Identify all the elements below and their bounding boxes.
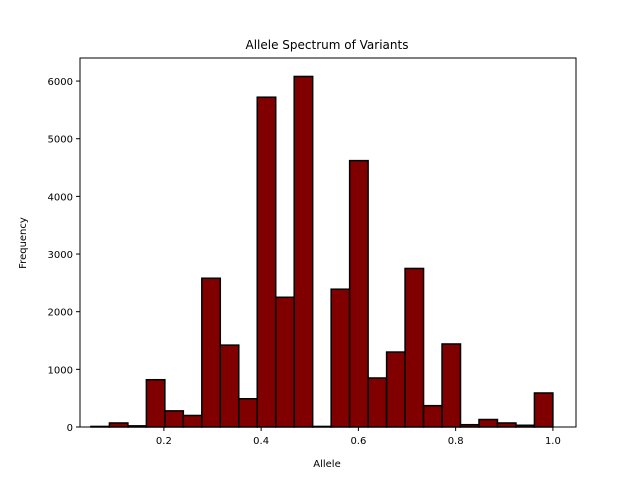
- axes-frame: [79, 57, 577, 428]
- y-tick-label: 3000: [48, 250, 73, 261]
- histogram-bar: [348, 159, 369, 428]
- histogram-bar: [496, 422, 517, 428]
- y-tick-label: 1000: [48, 365, 73, 376]
- histogram-bar: [145, 378, 166, 428]
- histogram-bar: [182, 414, 203, 428]
- histogram-bar: [478, 418, 499, 428]
- x-tick-label: 0.8: [448, 436, 464, 447]
- histogram-bar: [441, 343, 462, 428]
- y-tick-label: 5000: [48, 135, 73, 146]
- y-tick-label: 6000: [48, 77, 73, 88]
- histogram-bar: [422, 404, 443, 428]
- histogram-bar: [367, 377, 388, 428]
- histogram-bar: [533, 392, 554, 428]
- histogram-bar: [108, 422, 129, 428]
- chart-title: Allele Spectrum of Variants: [246, 38, 409, 52]
- histogram-bar: [256, 96, 277, 428]
- x-tick-label: 1.0: [545, 436, 561, 447]
- y-tick-label: 4000: [48, 192, 73, 203]
- x-axis-ticks: 0.2 0.4 0.6 0.8 1.0: [156, 427, 561, 447]
- x-tick-label: 0.6: [350, 436, 366, 447]
- x-tick-label: 0.4: [253, 436, 269, 447]
- x-axis-label: Allele: [313, 459, 340, 470]
- histogram-bar: [385, 351, 406, 428]
- histogram-bar: [201, 277, 222, 428]
- histogram-bar: [164, 410, 185, 428]
- y-axis-ticks: 0 1000 2000 3000 4000 5000 6000: [48, 77, 80, 434]
- histogram-bar: [293, 75, 314, 428]
- histogram-bar: [274, 296, 295, 428]
- y-axis-label: Frequency: [18, 217, 29, 269]
- histogram-bar: [330, 288, 351, 428]
- x-tick-label: 0.2: [156, 436, 172, 447]
- y-tick-label: 2000: [48, 308, 73, 319]
- histogram-bar: [238, 397, 258, 428]
- histogram-bar: [404, 267, 425, 428]
- histogram-bar: [219, 344, 240, 428]
- y-tick-label: 0: [67, 423, 73, 434]
- bars-group: [90, 75, 554, 428]
